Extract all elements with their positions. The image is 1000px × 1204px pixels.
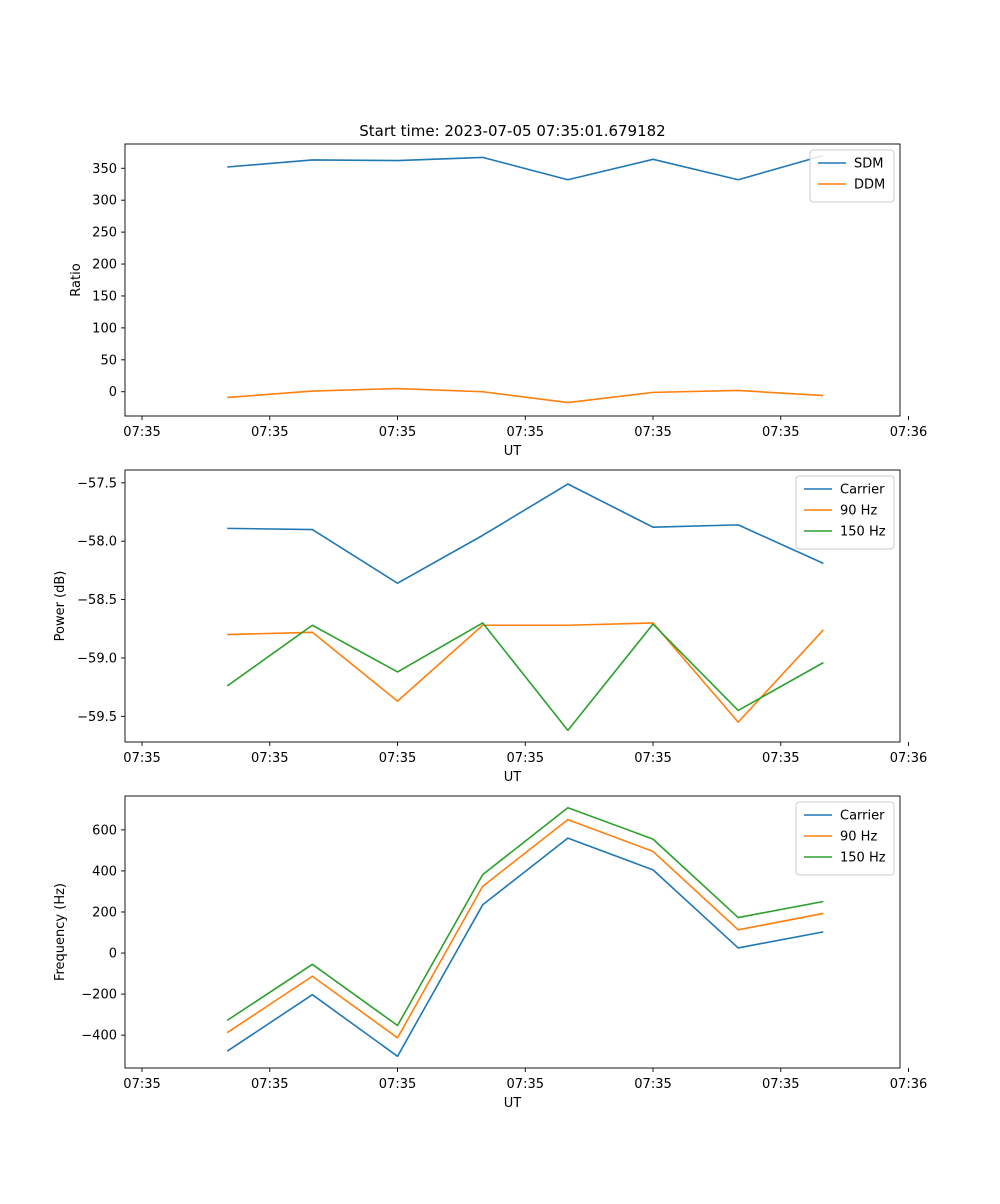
y-tick-label: 350	[92, 162, 117, 177]
y-axis-label: Ratio	[69, 263, 84, 296]
y-tick-label: 400	[92, 864, 117, 879]
x-tick-label: 07:36	[890, 751, 927, 766]
legend-entry: 150 Hz	[840, 851, 886, 866]
x-tick-label: 07:35	[251, 425, 288, 440]
x-tick-label: 07:35	[507, 751, 544, 766]
x-tick-label: 07:35	[123, 425, 160, 440]
series-line-carrier	[226, 837, 824, 1058]
x-tick-label: 07:35	[507, 425, 544, 440]
series-line-150-hz	[226, 622, 824, 732]
y-tick-label: −200	[81, 988, 117, 1003]
y-tick-label: 200	[92, 258, 117, 273]
y-tick-label: 600	[92, 823, 117, 838]
legend: Carrier 90 Hz 150 Hz	[795, 801, 895, 876]
series-line-sdm	[227, 154, 824, 181]
subplot-2: 07:35 07:35 07:35 07:35 07:35 07:35 07:36 −59.5…	[53, 469, 927, 785]
x-tick-label: 07:35	[251, 1077, 288, 1092]
series-line-150-hz	[226, 806, 824, 1027]
x-tick-label: 07:35	[251, 751, 288, 766]
y-axis-label: Frequency (Hz)	[53, 883, 68, 981]
legend-entry: Carrier	[840, 809, 885, 824]
y-tick-label: 0	[109, 947, 117, 962]
x-tick-label: 07:35	[762, 1077, 799, 1092]
x-tick-label: 07:36	[890, 425, 927, 440]
x-tick-label: 07:35	[379, 1077, 416, 1092]
x-tick-label: 07:35	[123, 751, 160, 766]
x-axis-label: UT	[504, 1096, 522, 1111]
series-line-90-hz	[227, 622, 824, 723]
y-tick-label: −59.0	[77, 651, 117, 666]
y-tick-label: 200	[92, 905, 117, 920]
x-tick-label: 07:36	[890, 1077, 927, 1092]
legend-entry: 150 Hz	[840, 525, 886, 540]
y-tick-label: −400	[81, 1029, 117, 1044]
axes-frame	[124, 469, 901, 743]
x-tick-label: 07:35	[123, 1077, 160, 1092]
x-tick-label: 07:35	[634, 1077, 671, 1092]
legend: Carrier 90 Hz 150 Hz	[795, 475, 895, 550]
x-axis-label: UT	[504, 444, 522, 459]
y-tick-label: −59.5	[77, 710, 117, 725]
chart-title: Start time: 2023-07-05 07:35:01.679182	[359, 122, 665, 140]
legend: SDM DDM	[809, 149, 895, 203]
y-tick-label: −58.5	[77, 593, 117, 608]
x-tick-label: 07:35	[634, 425, 671, 440]
y-tick-label: 0	[109, 385, 117, 400]
x-tick-label: 07:35	[762, 751, 799, 766]
x-tick-label: 07:35	[379, 751, 416, 766]
x-tick-label: 07:35	[762, 425, 799, 440]
x-axis-label: UT	[504, 770, 522, 785]
y-tick-label: 100	[92, 321, 117, 336]
legend-entry: 90 Hz	[840, 504, 877, 519]
y-tick-label: 300	[92, 194, 117, 209]
series-line-ddm	[227, 387, 824, 404]
subplot-3: 07:35 07:35 07:35 07:35 07:35 07:35 07:36 −400 −…	[53, 795, 927, 1111]
axes-frame	[124, 143, 901, 417]
legend-entry: SDM	[854, 157, 883, 172]
y-tick-label: −57.5	[77, 476, 117, 491]
y-tick-label: −58.0	[77, 535, 117, 550]
series-line-carrier	[227, 483, 824, 585]
y-tick-label: 250	[92, 226, 117, 241]
subplot-1: 07:35 07:35 07:35 07:35 07:35 07:35 07:36 0 50 10…	[69, 122, 927, 459]
legend-entry: 90 Hz	[840, 830, 877, 845]
legend-entry: DDM	[854, 178, 885, 193]
y-tick-label: 150	[92, 289, 117, 304]
x-tick-label: 07:35	[507, 1077, 544, 1092]
x-tick-label: 07:35	[379, 425, 416, 440]
series-line-90-hz	[226, 818, 824, 1039]
x-tick-label: 07:35	[634, 751, 671, 766]
axes-frame	[124, 795, 901, 1069]
legend-entry: Carrier	[840, 483, 885, 498]
y-tick-label: 50	[100, 353, 117, 368]
y-axis-label: Power (dB)	[53, 571, 68, 642]
